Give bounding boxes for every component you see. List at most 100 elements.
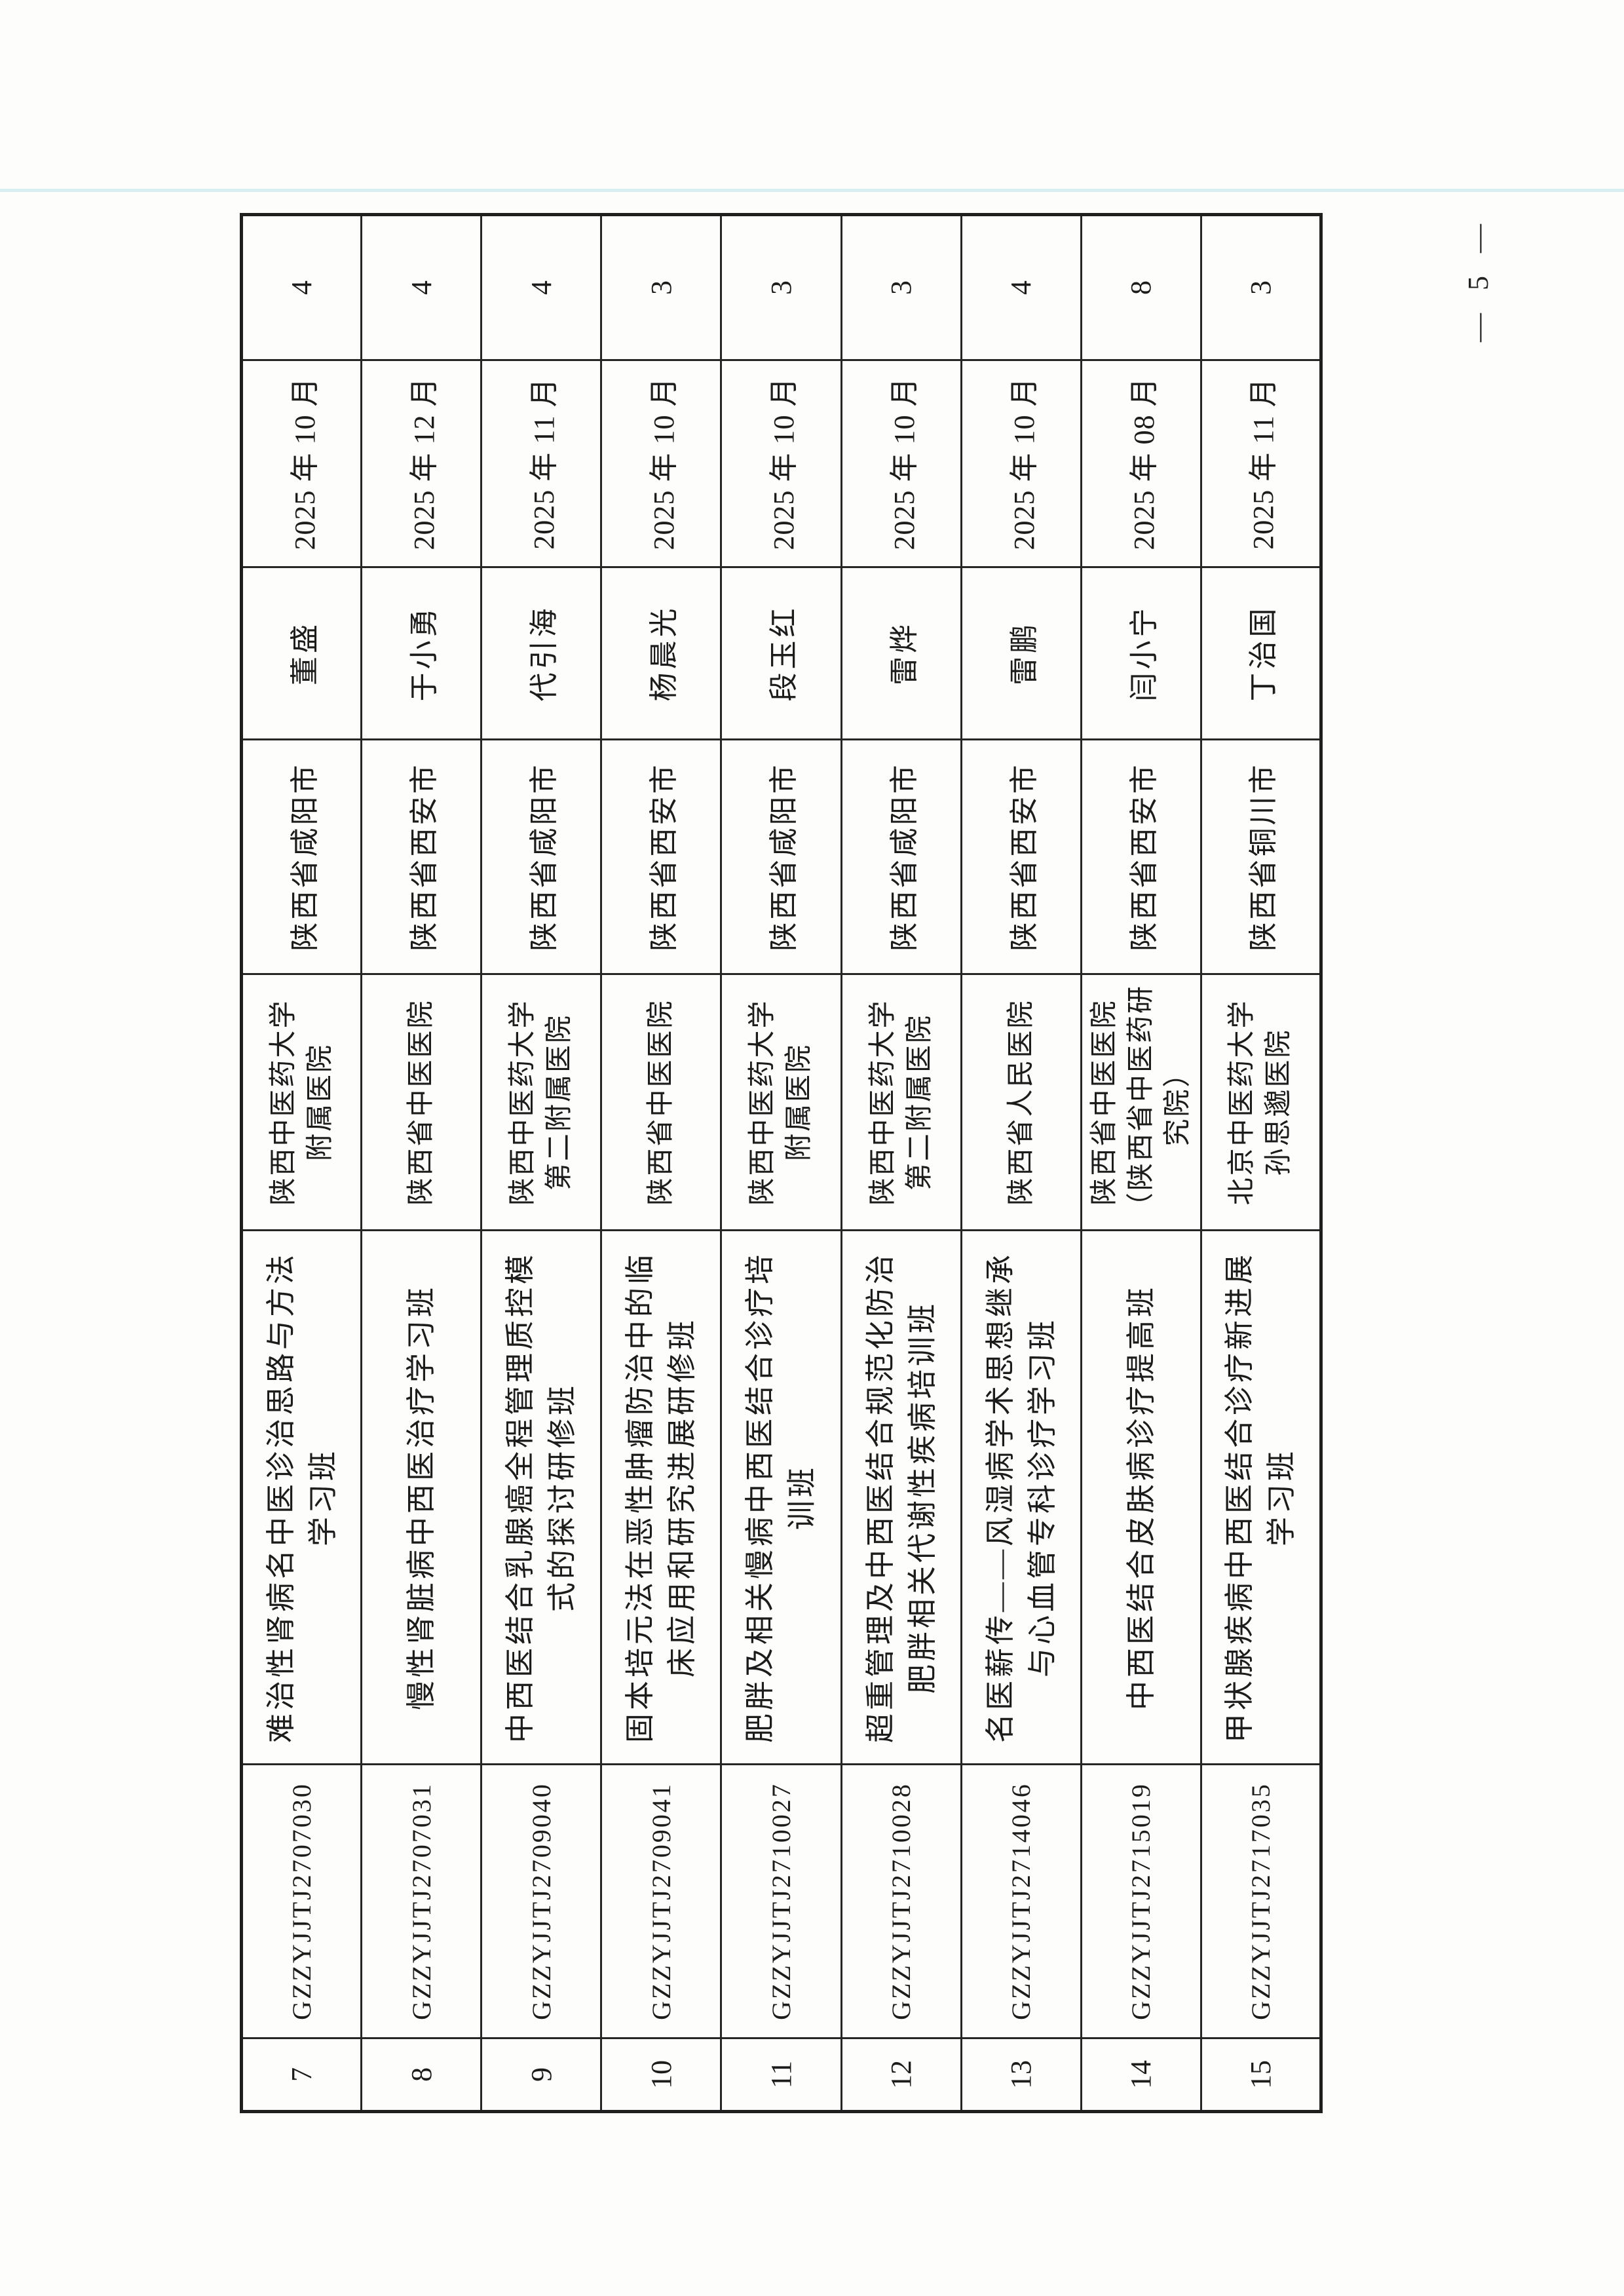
table-row: 13 GZZYJJTJ2714046 名医薪传——风湿病学术思想继承 与心血管专… xyxy=(961,214,1082,2112)
project-name-line: 式的探讨研修班 xyxy=(546,1383,579,1613)
cell-region: 陕西省咸阳市 xyxy=(241,739,362,974)
cell-date: 2025 年 12 月 xyxy=(361,360,482,567)
cell-project-name: 甲状腺疾病中西医结合诊疗新进展 学习班 xyxy=(1201,1230,1321,1765)
cell-host-organization: 北京中医药大学 孙思邈医院 xyxy=(1201,974,1321,1231)
organization-line: 第二附属医院 xyxy=(904,1014,935,1191)
table-row: 8 GZZYJJTJ2707031 慢性肾脏病中西医治疗学习班 陕西省中医医院 … xyxy=(361,214,482,2112)
cell-project-name: 慢性肾脏病中西医治疗学习班 xyxy=(361,1230,482,1765)
cell-serial-number: 15 xyxy=(1201,2038,1321,2112)
organization-line: 陕西省中医医院 xyxy=(406,999,437,1206)
cell-region: 陕西省西安市 xyxy=(961,739,1082,974)
project-name-line: 慢性肾脏病中西医治疗学习班 xyxy=(405,1284,438,1711)
organization-line: 陕西省中医医院 xyxy=(646,999,677,1206)
cell-host-organization: 陕西省中医医院 xyxy=(601,974,721,1231)
page-number: — 5 — xyxy=(1462,216,1494,342)
cell-region: 陕西省西安市 xyxy=(1081,739,1201,974)
organization-line: 孙思邈医院 xyxy=(1264,1028,1294,1176)
cell-region: 陕西省西安市 xyxy=(601,739,721,974)
cell-date: 2025 年 10 月 xyxy=(241,360,362,567)
cell-days: 4 xyxy=(481,214,601,360)
cell-host-organization: 陕西省人民医院 xyxy=(961,974,1082,1231)
organization-line: 附属医院 xyxy=(784,1043,815,1162)
cell-region: 陕西省咸阳市 xyxy=(721,739,842,974)
table-row: 10 GZZYJJTJ2709041 固本培元法在恶性肿瘤防治中的临 床应用和研… xyxy=(601,214,721,2112)
cell-leader: 雷鹏 xyxy=(961,567,1082,740)
cell-project-code: GZZYJJTJ2710027 xyxy=(721,1764,842,2038)
cell-date: 2025 年 10 月 xyxy=(961,360,1082,567)
organization-line: 陕西省中医医院 xyxy=(1089,999,1120,1206)
cell-serial-number: 12 xyxy=(841,2038,962,2112)
cell-leader: 杨晨光 xyxy=(601,567,721,740)
cell-project-code: GZZYJJTJ2707031 xyxy=(361,1764,482,2038)
project-name-line: 固本培元法在恶性肿瘤防治中的临 xyxy=(624,1252,657,1744)
cell-date: 2025 年 10 月 xyxy=(841,360,962,567)
project-name-line: 名医薪传——风湿病学术思想继承 xyxy=(983,1252,1017,1744)
table-row: 15 GZZYJJTJ2717035 甲状腺疾病中西医结合诊疗新进展 学习班 北… xyxy=(1201,214,1321,2112)
cell-leader: 董盛 xyxy=(241,567,362,740)
table-row: 14 GZZYJJTJ2715019 中西医结合皮肤病诊疗提高班 陕西省中医医院… xyxy=(1081,214,1201,2112)
cell-serial-number: 14 xyxy=(1081,2038,1201,2112)
organization-line: （陕西省中医药研 xyxy=(1125,984,1156,1221)
organization-line: 附属医院 xyxy=(305,1043,335,1162)
cell-serial-number: 11 xyxy=(721,2038,842,2112)
cell-region: 陕西省咸阳市 xyxy=(841,739,962,974)
organization-line: 陕西省人民医院 xyxy=(1006,999,1036,1206)
project-name-line: 肥胖相关代谢性疾病培训班 xyxy=(905,1301,939,1694)
cell-date: 2025 年 11 月 xyxy=(1201,360,1321,567)
cell-days: 3 xyxy=(1201,214,1321,360)
table-row: 9 GZZYJJTJ2709040 中西医结合乳腺癌全程管理质控模 式的探讨研修… xyxy=(481,214,601,2112)
project-name-line: 超重管理及中西医结合规范化防治 xyxy=(863,1252,897,1744)
project-name-line: 甲状腺疾病中西医结合诊疗新进展 xyxy=(1223,1252,1256,1744)
cell-project-name: 名医薪传——风湿病学术思想继承 与心血管专科诊疗学习班 xyxy=(961,1230,1082,1765)
cell-project-code: GZZYJJTJ2717035 xyxy=(1201,1764,1321,2038)
cell-leader: 闫小宁 xyxy=(1081,567,1201,740)
project-name-line: 中西医结合皮肤病诊疗提高班 xyxy=(1124,1284,1158,1711)
project-name-line: 与心血管专科诊疗学习班 xyxy=(1025,1317,1059,1678)
cell-leader: 段玉红 xyxy=(721,567,842,740)
cell-region: 陕西省铜川市 xyxy=(1201,739,1321,974)
cell-date: 2025 年 11 月 xyxy=(481,360,601,567)
cell-days: 3 xyxy=(721,214,842,360)
organization-line: 陕西中医药大学 xyxy=(747,999,778,1206)
organization-line: 北京中医药大学 xyxy=(1227,999,1258,1206)
cell-project-code: GZZYJJTJ2707030 xyxy=(241,1764,362,2038)
project-name-line: 中西医结合乳腺癌全程管理质控模 xyxy=(504,1252,537,1744)
project-name-line: 难治性肾病名中医诊治思路与方法 xyxy=(264,1252,297,1744)
cell-leader: 雷烨 xyxy=(841,567,962,740)
cell-project-code: GZZYJJTJ2709041 xyxy=(601,1764,721,2038)
cell-days: 3 xyxy=(601,214,721,360)
table-row: 7 GZZYJJTJ2707030 难治性肾病名中医诊治思路与方法 学习班 陕西… xyxy=(241,214,362,2112)
organization-line: 陕西中医药大学 xyxy=(268,999,299,1206)
cell-host-organization: 陕西中医药大学 第二附属医院 xyxy=(481,974,601,1231)
cell-project-name: 超重管理及中西医结合规范化防治 肥胖相关代谢性疾病培训班 xyxy=(841,1230,962,1765)
cell-days: 3 xyxy=(841,214,962,360)
project-name-line: 学习班 xyxy=(1265,1448,1298,1547)
cell-region: 陕西省西安市 xyxy=(361,739,482,974)
cell-serial-number: 7 xyxy=(241,2038,362,2112)
organization-line: 陕西中医药大学 xyxy=(508,999,538,1206)
cell-leader: 于小勇 xyxy=(361,567,482,740)
cell-host-organization: 陕西省中医医院 xyxy=(361,974,482,1231)
cell-project-code: GZZYJJTJ2709040 xyxy=(481,1764,601,2038)
organization-line: 究院） xyxy=(1162,1058,1193,1147)
training-programs-table: 7 GZZYJJTJ2707030 难治性肾病名中医诊治思路与方法 学习班 陕西… xyxy=(240,213,1323,2113)
cell-project-name: 中西医结合皮肤病诊疗提高班 xyxy=(1081,1230,1201,1765)
cell-project-code: GZZYJJTJ2715019 xyxy=(1081,1764,1201,2038)
project-name-line: 肥胖及相关慢病中西医结合诊疗培 xyxy=(744,1252,777,1744)
cell-leader: 丁治国 xyxy=(1201,567,1321,740)
cell-project-name: 中西医结合乳腺癌全程管理质控模 式的探讨研修班 xyxy=(481,1230,601,1765)
cell-project-code: GZZYJJTJ2714046 xyxy=(961,1764,1082,2038)
cell-date: 2025 年 10 月 xyxy=(721,360,842,567)
table-row: 12 GZZYJJTJ2710028 超重管理及中西医结合规范化防治 肥胖相关代… xyxy=(841,214,962,2112)
cell-days: 4 xyxy=(361,214,482,360)
cell-serial-number: 9 xyxy=(481,2038,601,2112)
cell-date: 2025 年 10 月 xyxy=(601,360,721,567)
cell-host-organization: 陕西省中医医院 （陕西省中医药研 究院） xyxy=(1081,974,1201,1231)
cell-serial-number: 13 xyxy=(961,2038,1082,2112)
cell-serial-number: 10 xyxy=(601,2038,721,2112)
cell-days: 8 xyxy=(1081,214,1201,360)
rotated-table-container: 7 GZZYJJTJ2707030 难治性肾病名中医诊治思路与方法 学习班 陕西… xyxy=(240,213,1323,2113)
cell-project-code: GZZYJJTJ2710028 xyxy=(841,1764,962,2038)
project-name-line: 床应用和研究进展研修班 xyxy=(666,1317,699,1678)
